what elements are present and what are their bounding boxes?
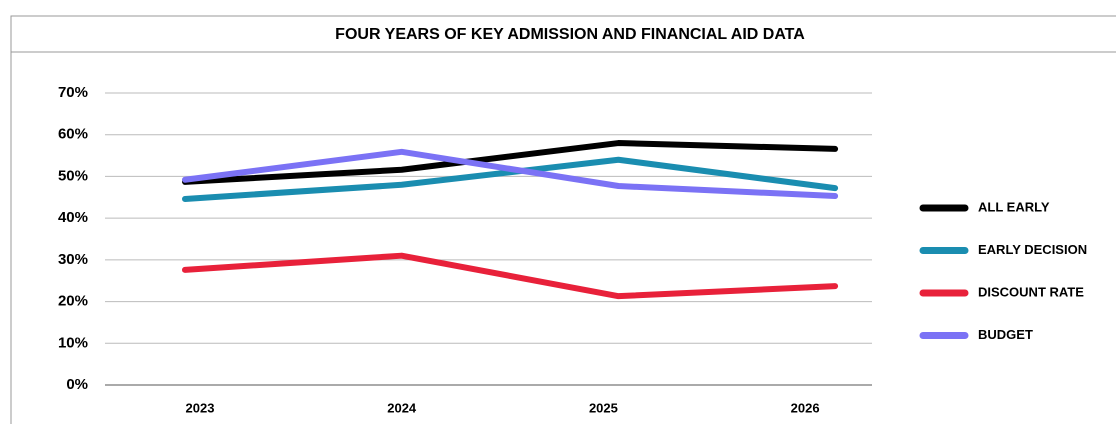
legend-label: BUDGET xyxy=(978,327,1033,342)
y-tick-label: 20% xyxy=(58,293,88,310)
chart-title: FOUR YEARS OF KEY ADMISSION AND FINANCIA… xyxy=(335,26,805,43)
frame xyxy=(10,15,1116,424)
x-tick-label: 2025 xyxy=(589,400,618,415)
y-tick-label: 0% xyxy=(66,376,88,393)
x-tick-label: 2023 xyxy=(186,400,215,415)
y-tick-label: 60% xyxy=(58,126,88,143)
y-tick-label: 10% xyxy=(58,334,88,351)
y-tick-label: 50% xyxy=(58,167,88,184)
series-line xyxy=(182,140,839,185)
x-tick-label: 2024 xyxy=(387,400,417,415)
legend-label: ALL EARLY xyxy=(978,199,1050,214)
y-tick-label: 70% xyxy=(58,84,88,101)
x-tick-label: 2026 xyxy=(791,400,820,415)
series-line xyxy=(182,148,839,200)
series-line xyxy=(182,252,839,300)
y-tick-label: 30% xyxy=(58,251,88,268)
legend-label: EARLY DECISION xyxy=(978,242,1087,257)
y-tick-label: 40% xyxy=(58,209,88,226)
legend-label: DISCOUNT RATE xyxy=(978,284,1084,299)
series-line xyxy=(182,156,839,202)
